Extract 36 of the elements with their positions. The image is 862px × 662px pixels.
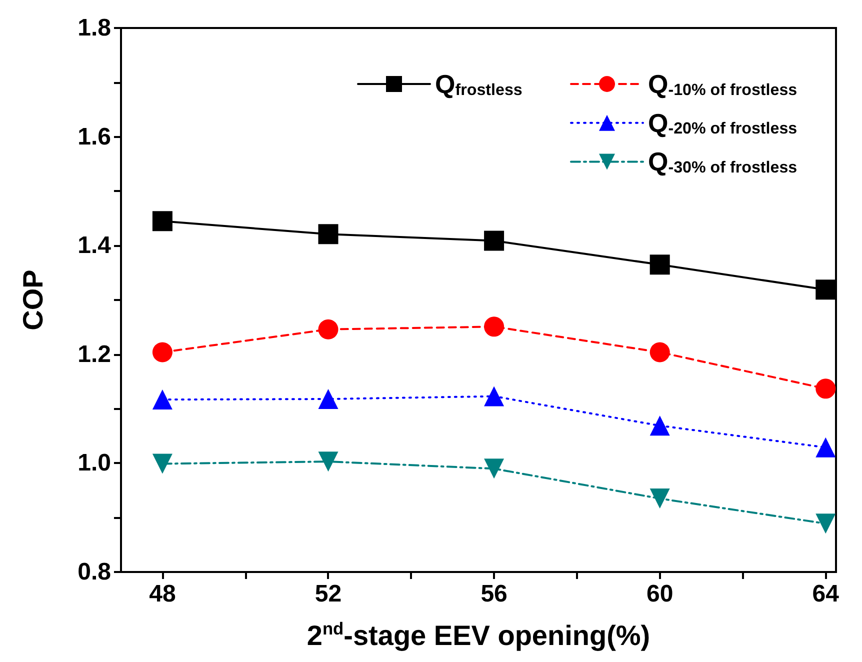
y-tick-label: 0.8 — [78, 558, 111, 586]
legend-label: Qfrostless — [435, 69, 522, 99]
point — [318, 452, 338, 472]
point — [318, 319, 338, 340]
point — [650, 342, 670, 362]
legend-label: Q-10% of frostless — [648, 69, 798, 99]
point — [484, 230, 504, 251]
point — [484, 458, 504, 479]
y-tick-label: 1.6 — [78, 123, 111, 150]
x-tick-label: 52 — [314, 580, 342, 608]
point — [816, 514, 836, 534]
point — [152, 454, 172, 474]
point — [816, 437, 836, 458]
legend-label: Q-20% of frostless — [648, 108, 798, 138]
point — [484, 386, 504, 406]
x-tick-label: 60 — [646, 580, 674, 608]
point — [152, 390, 172, 410]
point — [650, 254, 670, 275]
point — [318, 389, 338, 410]
x-tick-label: 64 — [812, 580, 840, 608]
x-tick-label: 56 — [480, 580, 508, 608]
point — [816, 378, 836, 399]
y-tick-label: 1.0 — [78, 450, 111, 477]
point — [484, 316, 504, 337]
point — [650, 488, 670, 509]
point — [152, 211, 172, 232]
point — [152, 342, 172, 362]
y-tick-label: 1.4 — [78, 232, 112, 260]
point — [318, 224, 338, 244]
y-tick-label: 1.8 — [78, 14, 111, 42]
legend-label: Q-30% of frostless — [648, 146, 798, 177]
point — [816, 280, 836, 300]
point — [650, 416, 670, 436]
y-tick-label: 1.2 — [78, 340, 111, 368]
x-tick-label: 48 — [149, 580, 176, 608]
y-axis-title: COP — [18, 270, 48, 330]
